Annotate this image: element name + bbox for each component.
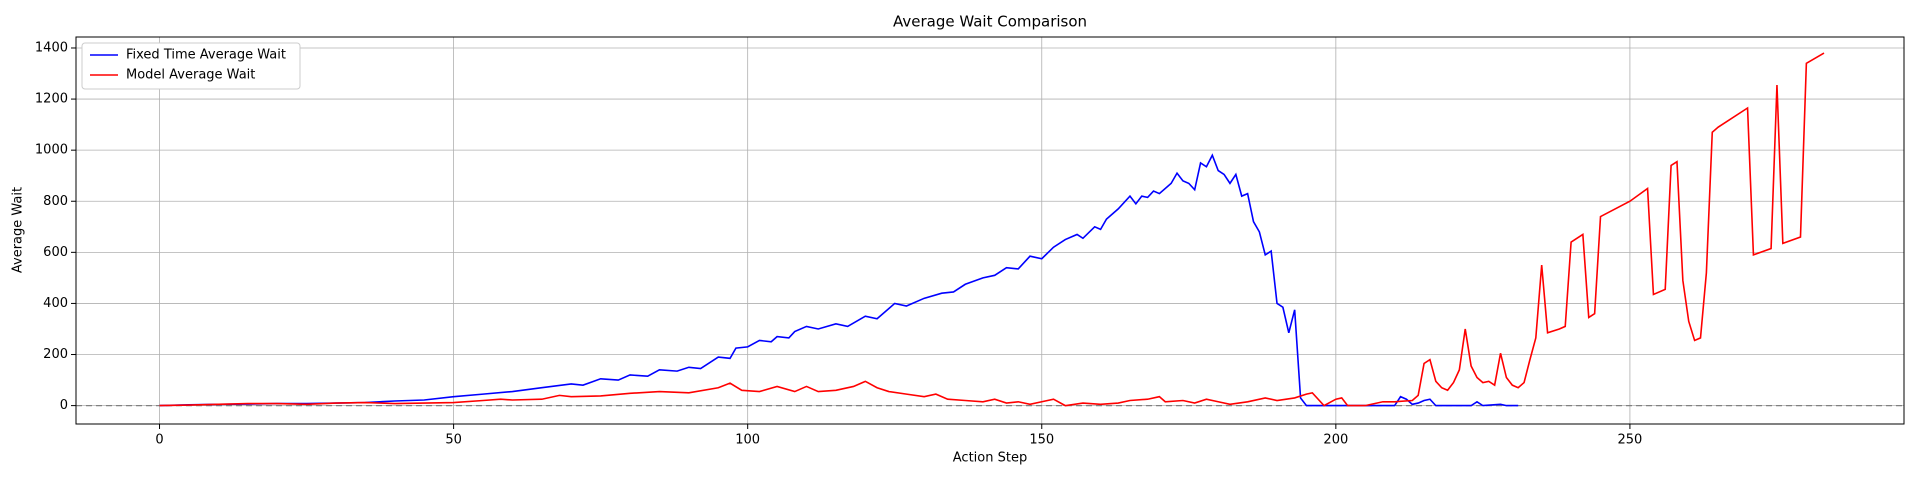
y-tick-label: 0 [60, 398, 68, 413]
y-tick-label: 200 [43, 347, 68, 362]
y-tick-label: 1400 [35, 40, 68, 55]
chart-title: Average Wait Comparison [893, 13, 1087, 31]
y-tick-label: 800 [43, 194, 68, 209]
series-line [159, 52, 1825, 407]
y-tick-label: 600 [43, 245, 68, 260]
series-line [159, 153, 1519, 407]
x-axis-label: Action Step [953, 451, 1027, 466]
x-tick-label: 0 [155, 433, 163, 448]
x-tick-label: 50 [445, 433, 462, 448]
y-tick-label: 1200 [35, 92, 68, 107]
x-tick-label: 100 [735, 433, 760, 448]
legend-label: Model Average Wait [126, 68, 255, 83]
plot-frame [75, 36, 1905, 425]
x-tick-label: 250 [1618, 433, 1643, 448]
y-tick-label: 400 [43, 296, 68, 311]
legend: Fixed Time Average Wait Model Average Wai… [81, 42, 301, 90]
x-tick-label: 150 [1029, 433, 1054, 448]
legend-label: Fixed Time Average Wait [126, 48, 286, 63]
legend-box [81, 42, 301, 90]
y-tick-label: 1000 [35, 143, 68, 158]
x-tick-label: 200 [1323, 433, 1348, 448]
y-axis-label: Average Wait [11, 187, 26, 273]
